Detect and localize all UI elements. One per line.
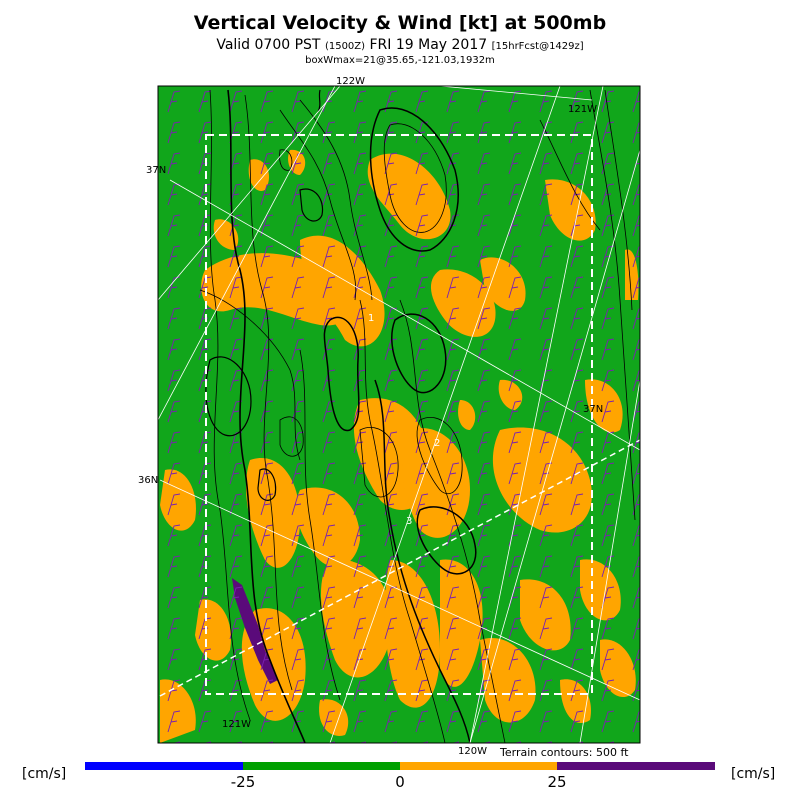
box-wmax-label: boxWmax=21@35.65,-121.03,1932m — [305, 55, 495, 66]
map-field — [158, 86, 640, 743]
map-title: Vertical Velocity & Wind [kt] at 500mb — [193, 12, 607, 34]
forecast-info: [15hrFcst@1429z] — [491, 41, 584, 52]
lat-lon-grid — [158, 86, 640, 743]
colorbar-segment-purple — [557, 762, 715, 770]
colorbar-unit-left: [cm/s] — [22, 766, 67, 782]
terrain-note: Terrain contours: 500 ft — [500, 746, 629, 759]
utc-time: (1500Z) — [324, 41, 366, 52]
map-border — [157, 85, 641, 744]
colorbar-segment-blue — [85, 762, 243, 770]
max-label-3: 3 — [406, 516, 413, 527]
colorbar-segment-green — [243, 762, 400, 770]
lon-label-121w-top: 121W — [568, 104, 597, 115]
colorbar-tick-25: 25 — [547, 773, 567, 791]
lat-label-37n-left: 37N — [146, 165, 167, 176]
valid-time: Valid 0700 PST — [216, 37, 321, 53]
max-label-2: 2 — [434, 438, 441, 449]
lon-label-120w: 120W — [458, 746, 487, 757]
colorbar-tick-0: 0 — [395, 773, 405, 791]
lon-label-122w: 122W — [336, 76, 365, 87]
colorbar-segment-orange — [400, 762, 557, 770]
max-label-1: 1 — [368, 313, 375, 324]
colorbar — [85, 762, 715, 770]
lat-label-36n: 36N — [138, 475, 159, 486]
colorbar-tick-minus25: -25 — [230, 773, 256, 791]
cross-section-line — [159, 439, 640, 697]
lat-label-37n-right: 37N — [583, 404, 604, 415]
valid-date: FRI 19 May 2017 — [369, 37, 488, 53]
map-subtitle: Valid 0700 PST (1500Z) FRI 19 May 2017 [… — [0, 37, 800, 53]
lon-label-121w-bottom: 121W — [222, 719, 251, 730]
wind-barbs — [158, 86, 640, 743]
domain-box — [205, 134, 593, 695]
colorbar-unit-right: [cm/s] — [731, 766, 776, 782]
